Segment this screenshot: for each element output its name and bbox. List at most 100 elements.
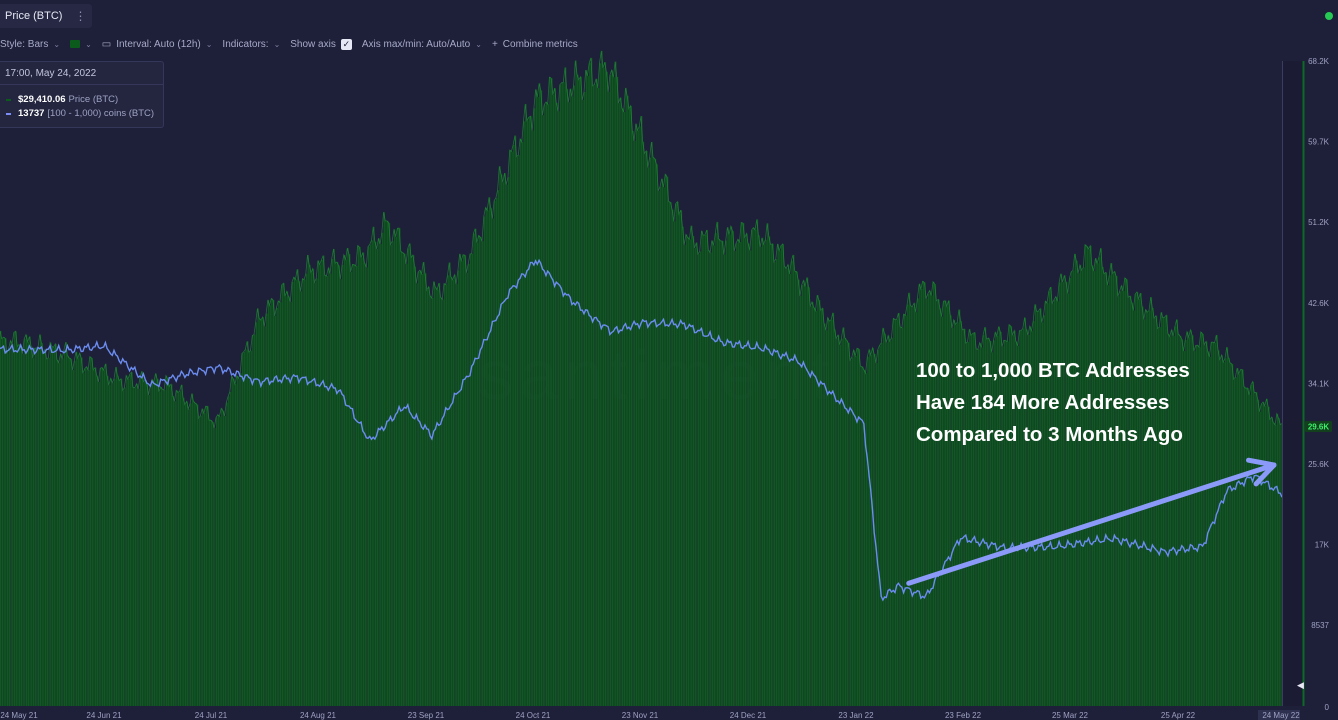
price-bar <box>685 234 688 706</box>
color-dropdown[interactable]: ⌄ <box>70 40 92 49</box>
price-bar <box>1010 326 1013 706</box>
price-bar <box>416 283 418 706</box>
price-bar <box>545 101 548 707</box>
price-bar <box>1029 326 1032 706</box>
price-bar <box>670 202 672 706</box>
price-bar <box>105 363 107 706</box>
price-bar <box>616 77 619 707</box>
price-bar <box>44 349 47 706</box>
price-bar <box>200 415 202 706</box>
price-bar <box>758 235 760 706</box>
vertical-dots-icon[interactable]: ⋮ <box>74 9 87 23</box>
price-bar <box>744 238 747 706</box>
price-bar <box>331 258 334 706</box>
price-bar <box>228 396 230 706</box>
price-bar <box>665 174 667 706</box>
interval-dropdown[interactable]: ▭ Interval: Auto (12h) ⌄ <box>102 39 213 50</box>
price-bar <box>604 62 607 706</box>
price-bar <box>851 357 854 706</box>
style-dropdown[interactable]: Style: Bars ⌄ <box>0 39 60 50</box>
price-bar <box>169 386 171 706</box>
price-bar <box>666 176 669 706</box>
price-bar <box>950 315 952 706</box>
price-bar <box>419 270 422 706</box>
price-bar <box>183 397 185 706</box>
price-bar <box>964 328 966 706</box>
price-bar <box>867 356 869 706</box>
x-tick-label: 23 Feb 22 <box>945 711 982 720</box>
price-bar <box>418 271 420 706</box>
price-bar <box>934 284 937 706</box>
calendar-icon: ▭ <box>101 38 112 50</box>
price-bar <box>240 373 242 706</box>
price-bar <box>869 349 871 706</box>
price-bar <box>634 140 636 707</box>
price-bar <box>355 265 358 706</box>
price-bar <box>668 201 671 707</box>
price-bar <box>1275 424 1277 706</box>
price-bar <box>837 335 840 706</box>
price-bar <box>0 330 2 706</box>
price-bar <box>79 353 81 706</box>
price-bar <box>1247 388 1249 706</box>
price-bar <box>1205 341 1208 706</box>
price-bar <box>1098 257 1101 706</box>
price-bar <box>390 244 392 706</box>
price-bar <box>1059 282 1061 706</box>
price-bar <box>1238 373 1241 706</box>
price-bar <box>473 233 475 706</box>
price-bar <box>927 293 930 706</box>
price-bar <box>1273 422 1275 706</box>
price-bar <box>998 326 1001 706</box>
show-axis-toggle[interactable]: Show axis ✓ <box>290 38 352 50</box>
price-bar <box>224 415 226 706</box>
price-bar <box>8 348 11 706</box>
price-bar <box>611 70 614 707</box>
price-bar <box>523 121 525 706</box>
price-bar <box>319 264 322 706</box>
price-bar <box>701 230 703 706</box>
price-badge <box>1305 421 1332 432</box>
price-bar <box>862 366 864 706</box>
price-bar <box>779 250 781 707</box>
price-bar <box>1231 364 1234 706</box>
price-bar <box>108 385 111 706</box>
addresses-line <box>0 258 1283 602</box>
price-bar <box>1235 377 1237 706</box>
price-bar <box>919 283 921 706</box>
price-bar <box>820 310 823 706</box>
price-bar <box>696 242 698 707</box>
indicators-dropdown[interactable]: Indicators: ⌄ <box>222 39 280 50</box>
price-bar <box>381 232 384 706</box>
x-tick-label: 24 Jun 21 <box>86 711 122 720</box>
price-bar <box>76 351 78 706</box>
price-bar <box>1226 347 1229 706</box>
price-bar <box>1104 273 1106 706</box>
price-bar <box>25 334 28 706</box>
price-bar <box>1261 403 1263 706</box>
checkmark-icon[interactable]: ✓ <box>340 38 352 50</box>
left-triangle-icon[interactable]: ◀ <box>1297 680 1304 690</box>
x-tick-label: 24 May 21 <box>0 711 38 720</box>
metric-tab[interactable]: Price (BTC) ⋮ <box>0 4 92 28</box>
price-bar <box>1221 355 1223 706</box>
combine-metrics-button[interactable]: + Combine metrics <box>492 39 578 50</box>
price-bar <box>302 278 304 706</box>
axis-minmax-dropdown[interactable]: Axis max/min: Auto/Auto ⌄ <box>362 39 482 50</box>
price-bar <box>905 315 907 706</box>
price-bar <box>162 389 164 706</box>
price-bar <box>540 90 543 706</box>
price-bar <box>243 351 245 706</box>
price-bar <box>772 243 774 707</box>
price-bar <box>93 369 95 706</box>
price-bar <box>1249 395 1251 706</box>
price-bar <box>96 375 99 706</box>
price-bar <box>50 342 52 706</box>
price-bar <box>392 241 394 707</box>
price-bar <box>1250 385 1253 706</box>
price-bar <box>480 237 482 706</box>
price-bar <box>544 104 546 706</box>
x-tick-label: 25 Mar 22 <box>1052 711 1089 720</box>
price-bar <box>340 279 342 706</box>
